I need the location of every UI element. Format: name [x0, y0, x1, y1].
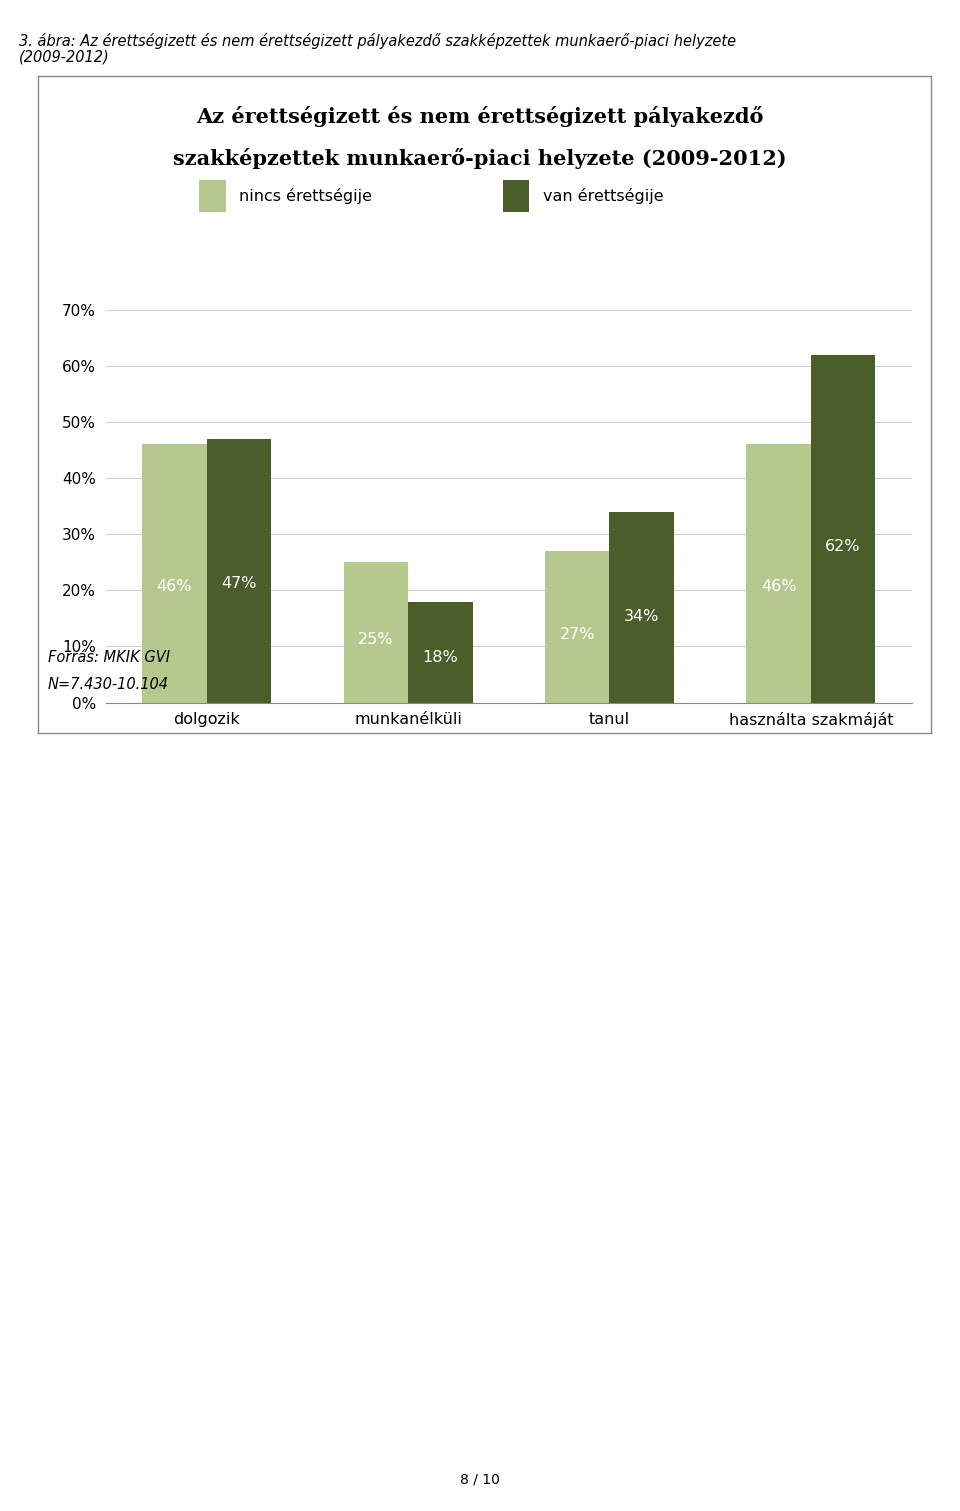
Text: Forrás: MKIK GVI: Forrás: MKIK GVI — [48, 650, 170, 665]
Text: van érettségije: van érettségije — [542, 187, 663, 204]
Text: 8 / 10: 8 / 10 — [460, 1473, 500, 1487]
Bar — [811, 355, 876, 703]
Text: Az érettségizett és nem érettségizett pályakezdő: Az érettségizett és nem érettségizett pá… — [196, 106, 764, 127]
Bar — [344, 562, 408, 703]
Bar — [142, 444, 206, 703]
Bar — [545, 552, 610, 703]
Bar — [199, 180, 226, 212]
Bar — [747, 444, 811, 703]
Text: (2009-2012): (2009-2012) — [19, 50, 110, 65]
Text: 3. ábra: Az érettségizett és nem érettségizett pályakezdő szakképzettek munkaerő: 3. ábra: Az érettségizett és nem érettsé… — [19, 33, 736, 50]
Bar — [503, 180, 530, 212]
Text: 27%: 27% — [560, 627, 595, 642]
Bar — [610, 512, 674, 703]
Text: 18%: 18% — [422, 650, 458, 665]
Text: N=7.430-10.104: N=7.430-10.104 — [48, 677, 169, 692]
Text: 25%: 25% — [358, 632, 394, 647]
Bar — [206, 438, 271, 703]
Text: 62%: 62% — [826, 538, 861, 553]
Text: nincs érettségije: nincs érettségije — [239, 187, 372, 204]
Text: 46%: 46% — [761, 579, 797, 594]
Text: 34%: 34% — [624, 609, 660, 624]
Text: 46%: 46% — [156, 579, 192, 594]
Text: szakképzettek munkaerő-piaci helyzete (2009-2012): szakképzettek munkaerő-piaci helyzete (2… — [173, 148, 787, 169]
Bar — [408, 601, 472, 703]
Text: 47%: 47% — [221, 576, 256, 591]
